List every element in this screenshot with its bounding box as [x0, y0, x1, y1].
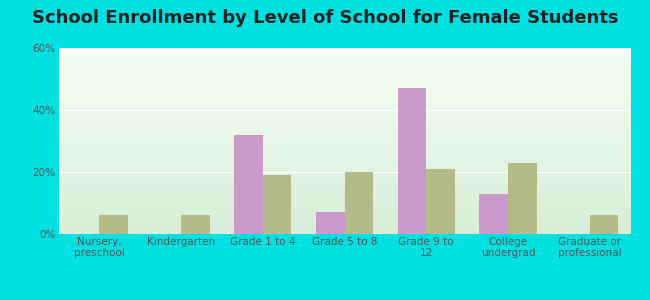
Bar	[99, 215, 128, 234]
Bar	[508, 163, 536, 234]
Bar	[398, 88, 426, 234]
Bar	[426, 169, 455, 234]
Bar	[344, 172, 373, 234]
Bar	[479, 194, 508, 234]
Bar	[181, 215, 210, 234]
Bar	[316, 212, 344, 234]
Bar	[263, 175, 291, 234]
Bar	[234, 135, 263, 234]
Bar	[590, 215, 618, 234]
Text: School Enrollment by Level of School for Female Students: School Enrollment by Level of School for…	[32, 9, 618, 27]
